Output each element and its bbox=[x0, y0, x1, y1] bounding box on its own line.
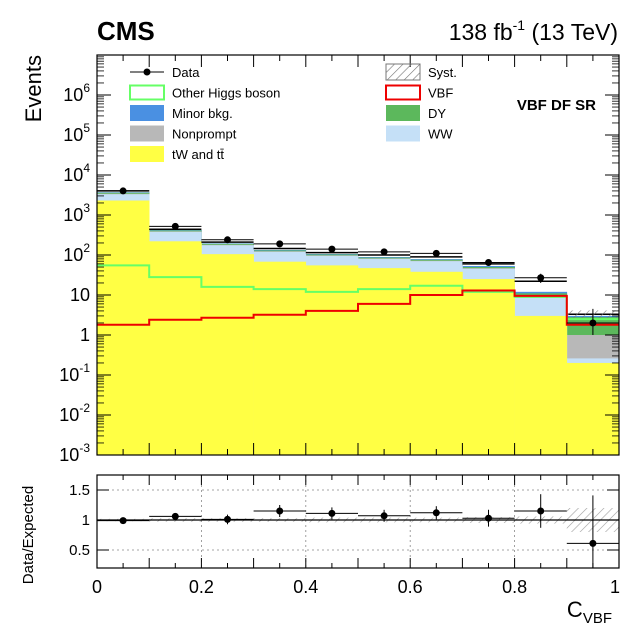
stack-bar-twandtt-9 bbox=[566, 362, 619, 455]
y-tick-label: 105 bbox=[63, 121, 90, 145]
ratio-point-6 bbox=[410, 506, 463, 520]
stack-bar-twandtt-3 bbox=[253, 261, 307, 455]
data-point-5 bbox=[358, 248, 411, 256]
ratio-panel: 0.5 1 1.5 bbox=[69, 475, 620, 568]
data-point-7 bbox=[462, 258, 515, 266]
legend-label-dy: DY bbox=[428, 106, 446, 121]
region-label: VBF DF SR bbox=[517, 97, 596, 114]
data-point-2 bbox=[201, 236, 254, 244]
y-tick-label: 10-3 bbox=[59, 441, 90, 465]
data-point-1 bbox=[149, 222, 202, 230]
stack-fills bbox=[97, 190, 619, 455]
data-point-4 bbox=[305, 245, 358, 253]
data-point-0 bbox=[97, 187, 150, 195]
ratio-point-0 bbox=[97, 517, 150, 525]
legend-label-nonprompt: Nonprompt bbox=[172, 127, 237, 142]
y-axis-label: Events bbox=[21, 55, 46, 122]
x-tick-label: 0.4 bbox=[293, 577, 318, 597]
line-vbf bbox=[97, 289, 619, 326]
ratio-y-axis-label: Data/Expected bbox=[20, 486, 37, 584]
x-tick-label: 0.8 bbox=[502, 577, 527, 597]
data-point-6 bbox=[410, 249, 463, 257]
y-tick-label: 103 bbox=[63, 201, 90, 225]
y-tick-label: 1 bbox=[80, 325, 90, 345]
data-point-9 bbox=[566, 308, 619, 335]
data-point-8 bbox=[514, 273, 567, 283]
legend-entry-data: Data bbox=[130, 65, 200, 80]
y-tick-label: 10-2 bbox=[59, 401, 90, 425]
ratio-point-2 bbox=[201, 514, 254, 525]
stack-bar-twandtt-6 bbox=[410, 271, 463, 455]
ratio-point-3 bbox=[253, 505, 306, 517]
data-point-3 bbox=[253, 240, 306, 248]
stack-bar-twandtt-4 bbox=[305, 265, 359, 455]
legend-entry-top: tW and tt̄ bbox=[130, 146, 224, 162]
legend-label-data: Data bbox=[172, 65, 200, 80]
legend-label-syst: Syst. bbox=[428, 65, 457, 80]
legend-label-vbf: VBF bbox=[428, 86, 453, 101]
legend-label-ww: WW bbox=[428, 127, 453, 142]
legend: Data Syst. Other Higgs boson VBF Minor bkg. D… bbox=[129, 63, 457, 162]
ratio-y-tick-label: 1 bbox=[82, 512, 90, 529]
y-tick-label: 10-1 bbox=[59, 361, 90, 385]
ratio-point-7 bbox=[462, 509, 515, 527]
ratio-point-1 bbox=[149, 512, 202, 520]
data-points bbox=[97, 187, 619, 335]
x-tick-label: 0.6 bbox=[398, 577, 423, 597]
y-tick-label: 102 bbox=[63, 241, 90, 265]
stack-bar-twandtt-0 bbox=[97, 200, 150, 455]
x-tick-labels: 0 0.2 0.4 0.6 0.8 1 bbox=[92, 577, 620, 597]
y-tick-label: 104 bbox=[63, 161, 90, 185]
ratio-point-9 bbox=[566, 495, 619, 568]
lumi-label: 138 fb-1 (13 TeV) bbox=[449, 17, 618, 45]
legend-entry-syst: Syst. bbox=[385, 63, 457, 81]
legend-entry-other_higgs: Other Higgs boson bbox=[129, 84, 280, 101]
main-axes: 10-3 10-2 10-1 1 10 102 103 104 105 106 bbox=[59, 54, 620, 465]
legend-label-other_higgs: Other Higgs boson bbox=[172, 86, 280, 101]
x-tick-label: 0 bbox=[92, 577, 102, 597]
legend-entry-vbf: VBF bbox=[385, 84, 453, 101]
x-tick-label: 0.2 bbox=[189, 577, 214, 597]
ratio-point-8 bbox=[514, 494, 567, 528]
legend-label-top: tW and tt̄ bbox=[172, 147, 224, 162]
ratio-point-4 bbox=[305, 507, 358, 520]
stack-bar-twandtt-5 bbox=[358, 268, 411, 455]
legend-entry-minor: Minor bkg. bbox=[130, 105, 233, 121]
stack-bar-twandtt-1 bbox=[149, 241, 202, 455]
ratio-point-5 bbox=[358, 509, 411, 522]
signal-lines bbox=[97, 264, 619, 326]
y-tick-label: 106 bbox=[63, 81, 90, 105]
legend-entry-nonprompt: Nonprompt bbox=[130, 125, 237, 142]
x-axis-label: CVBF bbox=[567, 597, 612, 627]
ratio-y-tick-label: 0.5 bbox=[69, 542, 90, 559]
stack-bar-twandtt-2 bbox=[201, 254, 254, 455]
legend-entry-ww: WW bbox=[386, 125, 453, 142]
x-tick-label: 1 bbox=[610, 577, 620, 597]
stack-bar-twandtt-8 bbox=[514, 315, 568, 455]
ratio-y-tick-label: 1.5 bbox=[69, 482, 90, 499]
experiment-label: CMS bbox=[97, 16, 155, 46]
legend-entry-dy: DY bbox=[386, 105, 446, 121]
ratio-plot-frame bbox=[96, 474, 620, 569]
legend-label-minor: Minor bkg. bbox=[172, 106, 233, 121]
stack-bar-twandtt-7 bbox=[462, 279, 515, 455]
y-tick-label: 10 bbox=[70, 285, 90, 305]
